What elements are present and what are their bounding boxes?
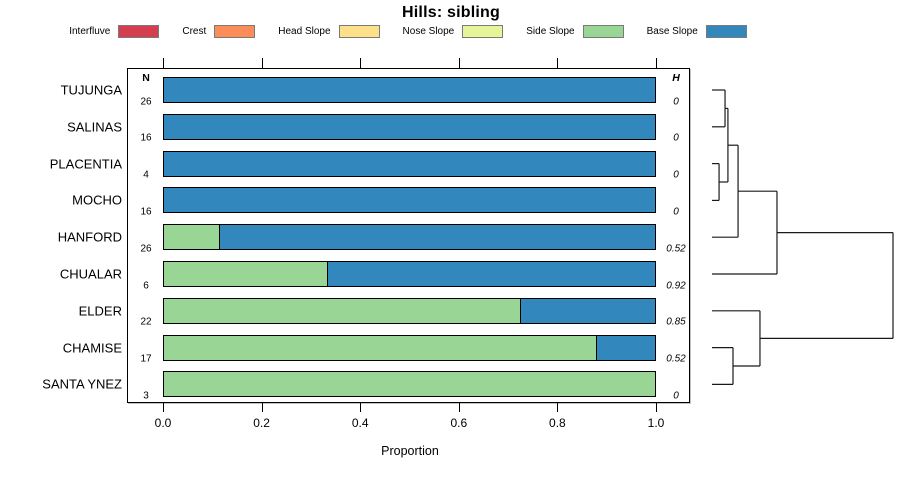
axis-tick-bottom (458, 403, 460, 412)
axis-tick-label: 0.8 (549, 416, 566, 430)
legend-item: Interfluve (69, 25, 160, 38)
h-value: 0.92 (666, 280, 686, 291)
legend-item: Head Slope (278, 25, 380, 38)
n-value: 17 (140, 353, 152, 365)
n-value: 4 (143, 169, 149, 181)
bar-segment-base-slope (164, 151, 655, 176)
axis-tick-top (656, 58, 657, 68)
bar-row (163, 150, 656, 177)
n-value: 16 (140, 206, 152, 218)
n-column-header: N (142, 72, 150, 84)
axis-tick-top (261, 58, 263, 68)
dendrogram (712, 89, 894, 385)
legend-label: Crest (182, 26, 207, 37)
site-label: PLACENTIA (49, 156, 122, 172)
bar-segment-side-slope (164, 262, 328, 286)
h-value: 0 (673, 206, 679, 218)
axis-tick-label: 1.0 (647, 416, 665, 430)
bar-segment-side-slope (164, 298, 521, 323)
legend-item: Crest (182, 25, 256, 38)
axis-tick-top (163, 58, 164, 68)
bar-row (163, 113, 656, 140)
bar-row (163, 187, 656, 214)
n-value: 26 (140, 96, 152, 107)
page-title: Hills: sibling (402, 4, 500, 21)
legend-label: Interfluve (69, 26, 111, 37)
axis-tick-top (458, 58, 460, 68)
plot-border (127, 68, 690, 403)
site-label: MOCHO (72, 192, 122, 208)
site-label: SALINAS (67, 119, 122, 135)
h-column-header: H (672, 72, 680, 84)
h-value: 0 (673, 132, 679, 144)
legend-item: Side Slope (526, 25, 624, 38)
h-value: 0.52 (666, 243, 686, 255)
axis-tick-bottom (557, 403, 559, 412)
bar-segment-base-slope (164, 78, 655, 102)
axis-tick-label: 0.4 (351, 416, 369, 430)
bar-segment-base-slope (164, 188, 655, 213)
n-value: 16 (140, 132, 152, 144)
site-label: CHUALAR (59, 266, 122, 282)
bar-segment-base-slope (164, 114, 655, 139)
bar-segment-side-slope (164, 372, 655, 397)
site-label: CHAMISE (62, 340, 122, 356)
n-value: 6 (143, 280, 149, 291)
axis-tick-label: 0.2 (253, 416, 270, 430)
bar-segment-base-slope (597, 335, 655, 360)
legend-label: Nose Slope (402, 26, 455, 37)
bar-row (163, 297, 656, 324)
legend-item: Base Slope (647, 25, 747, 38)
site-label: HANFORD (57, 229, 122, 245)
legend-label: Base Slope (646, 26, 698, 37)
n-value: 3 (143, 390, 149, 402)
axis-tick-bottom (163, 403, 164, 412)
bar-segment-base-slope (520, 298, 655, 323)
h-value: 0 (673, 96, 679, 107)
legend-swatch (338, 25, 380, 38)
legend-item: Nose Slope (403, 25, 504, 38)
axis-tick-bottom (261, 403, 263, 412)
bar-row (163, 371, 656, 398)
bar-row (163, 77, 656, 103)
legend-swatch (462, 25, 504, 38)
legend-swatch (118, 25, 160, 38)
h-value: 0.85 (666, 316, 686, 328)
axis-tick-bottom (360, 403, 362, 412)
legend-swatch (582, 25, 624, 38)
n-value: 26 (140, 243, 152, 255)
x-axis-label: Proportion (381, 444, 439, 458)
bar-segment-base-slope (220, 225, 655, 250)
axis-tick-label: 0.6 (450, 416, 468, 430)
h-value: 0.52 (666, 353, 686, 365)
bar-row (163, 261, 656, 287)
legend-swatch (705, 25, 747, 38)
axis-tick-top (557, 58, 559, 68)
axis-tick-top (360, 58, 362, 68)
h-value: 0 (673, 169, 679, 181)
site-label: TUJUNGA (60, 82, 122, 98)
legend-label: Side Slope (526, 26, 575, 37)
bar-segment-base-slope (327, 262, 655, 286)
legend-swatch (214, 25, 256, 38)
n-value: 22 (140, 316, 152, 328)
site-label: ELDER (78, 303, 122, 319)
axis-tick-label: 0.0 (154, 416, 172, 430)
bar-row (163, 334, 656, 361)
h-value: 0 (673, 390, 679, 402)
bar-segment-side-slope (164, 335, 598, 360)
bar-segment-side-slope (164, 225, 221, 250)
site-label: SANTA YNEZ (42, 376, 122, 392)
bar-row (163, 224, 656, 251)
legend: Interfluve Crest Head Slope Nose Slope Side … (0, 25, 816, 38)
axis-tick-bottom (656, 403, 657, 412)
legend-label: Head Slope (278, 26, 331, 37)
